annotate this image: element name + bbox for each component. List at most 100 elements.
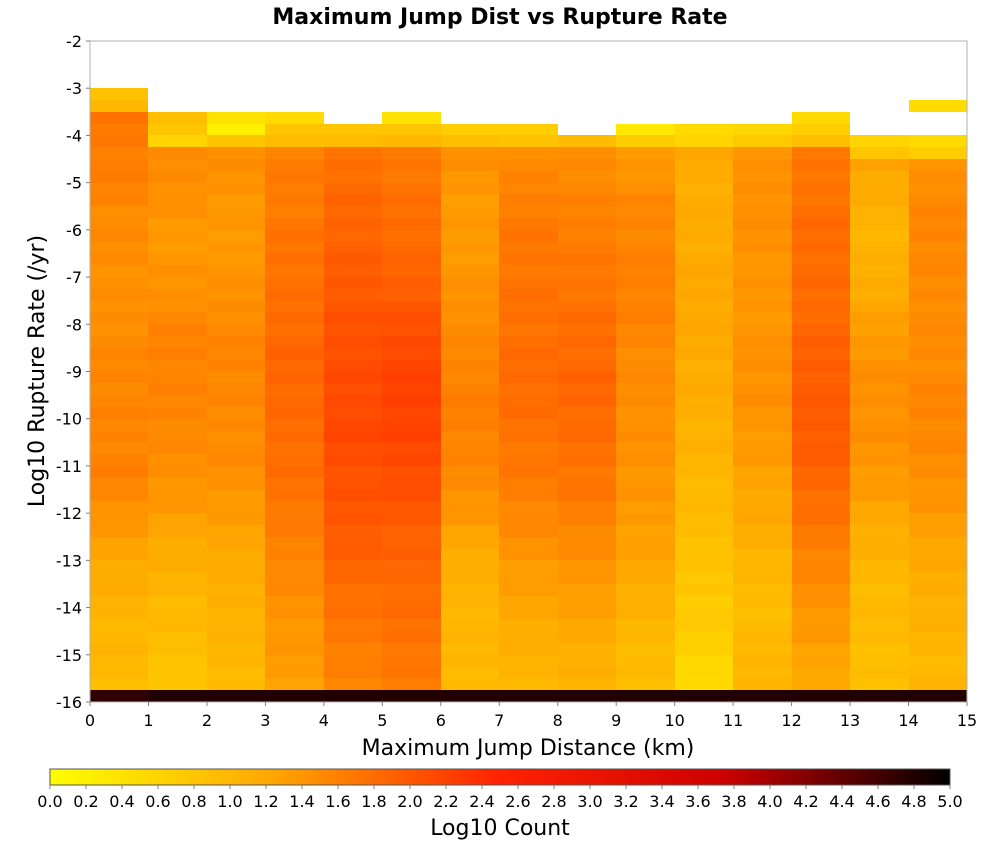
heatmap-cell bbox=[90, 643, 148, 655]
heatmap-cell bbox=[382, 360, 441, 372]
heatmap-cell bbox=[324, 525, 382, 537]
heatmap-cell bbox=[441, 631, 499, 643]
heatmap-cell bbox=[850, 277, 909, 289]
heatmap-cell bbox=[382, 230, 441, 242]
heatmap-cell bbox=[792, 183, 850, 194]
heatmap-cell bbox=[675, 454, 733, 466]
heatmap-cell bbox=[148, 466, 207, 478]
heatmap-cell bbox=[382, 112, 441, 124]
heatmap-cell bbox=[382, 690, 441, 702]
heatmap-cell bbox=[909, 549, 967, 560]
heatmap-cell bbox=[792, 242, 850, 253]
heatmap-cell bbox=[792, 584, 850, 596]
x-tick-label: 11 bbox=[723, 711, 743, 730]
heatmap-cell bbox=[558, 631, 616, 643]
heatmap-cell bbox=[675, 560, 733, 572]
heatmap-cell bbox=[441, 194, 499, 206]
heatmap-cell bbox=[324, 549, 382, 560]
heatmap-cell bbox=[207, 159, 265, 171]
colorbar-tick-label: 1.6 bbox=[325, 792, 350, 811]
heatmap-cell bbox=[148, 513, 207, 525]
heatmap-cell bbox=[792, 395, 850, 407]
heatmap-cell bbox=[733, 584, 792, 596]
heatmap-cell bbox=[90, 478, 148, 490]
heatmap-cell bbox=[499, 490, 558, 501]
heatmap-cell bbox=[90, 88, 148, 100]
heatmap-cell bbox=[207, 383, 265, 395]
heatmap-cell bbox=[324, 667, 382, 678]
heatmap-cell bbox=[148, 324, 207, 336]
heatmap-cell bbox=[499, 383, 558, 395]
heatmap-cell bbox=[909, 584, 967, 596]
heatmap-cell bbox=[499, 619, 558, 631]
heatmap-cell bbox=[733, 466, 792, 478]
heatmap-cell bbox=[909, 230, 967, 242]
heatmap-cell bbox=[324, 218, 382, 230]
heatmap-cell bbox=[207, 537, 265, 549]
colorbar-tick-label: 2.8 bbox=[541, 792, 566, 811]
heatmap-cell bbox=[499, 549, 558, 560]
heatmap-cell bbox=[441, 383, 499, 395]
heatmap-cell bbox=[675, 265, 733, 277]
heatmap-cell bbox=[850, 265, 909, 277]
heatmap-cell bbox=[382, 525, 441, 537]
heatmap-cell bbox=[499, 301, 558, 312]
heatmap-cell bbox=[850, 135, 909, 147]
heatmap-cell bbox=[265, 667, 324, 678]
heatmap-cell bbox=[382, 431, 441, 442]
heatmap-cell bbox=[792, 678, 850, 690]
heatmap-cell bbox=[382, 466, 441, 478]
heatmap-cell bbox=[441, 218, 499, 230]
heatmap-cell bbox=[148, 230, 207, 242]
y-tick-label: -2 bbox=[66, 32, 82, 51]
heatmap-cell bbox=[558, 360, 616, 372]
heatmap-cell bbox=[850, 655, 909, 667]
heatmap-cell bbox=[90, 537, 148, 549]
heatmap-cell bbox=[850, 560, 909, 572]
heatmap-cell bbox=[382, 501, 441, 513]
colorbar-tick-label: 3.8 bbox=[721, 792, 746, 811]
heatmap-cell bbox=[265, 619, 324, 631]
heatmap-cell bbox=[616, 206, 675, 218]
heatmap-cell bbox=[265, 360, 324, 372]
heatmap-cell bbox=[207, 135, 265, 147]
heatmap-cell bbox=[792, 218, 850, 230]
heatmap-cell bbox=[792, 631, 850, 643]
heatmap-cell bbox=[850, 442, 909, 454]
heatmap-cell bbox=[207, 230, 265, 242]
heatmap-cell bbox=[733, 478, 792, 490]
heatmap-cell bbox=[733, 407, 792, 419]
heatmap-cell bbox=[90, 206, 148, 218]
heatmap-cell bbox=[909, 513, 967, 525]
heatmap-cell bbox=[909, 560, 967, 572]
heatmap-cell bbox=[441, 478, 499, 490]
y-tick-label: -15 bbox=[56, 646, 82, 665]
y-tick-label: -8 bbox=[66, 315, 82, 334]
heatmap-cell bbox=[675, 667, 733, 678]
heatmap-cell bbox=[382, 596, 441, 608]
heatmap-cell bbox=[675, 230, 733, 242]
heatmap-cell bbox=[207, 336, 265, 348]
x-axis-ticks: 0 1 2 3 4 5 6 7 8 9 10 11 12 13 14 15 bbox=[85, 702, 977, 730]
heatmap-cell bbox=[148, 549, 207, 560]
heatmap-cell bbox=[675, 442, 733, 454]
heatmap-cell bbox=[90, 289, 148, 301]
heatmap-cell bbox=[382, 478, 441, 490]
heatmap-cell bbox=[792, 667, 850, 678]
heatmap-cell bbox=[909, 206, 967, 218]
heatmap-cell bbox=[499, 560, 558, 572]
heatmap-cell bbox=[441, 560, 499, 572]
heatmap-cell bbox=[441, 230, 499, 242]
heatmap-cell bbox=[733, 608, 792, 619]
heatmap-cell bbox=[558, 242, 616, 253]
heatmap-cell bbox=[441, 584, 499, 596]
heatmap-cell bbox=[441, 667, 499, 678]
heatmap-cell bbox=[850, 537, 909, 549]
y-tick-label: -13 bbox=[56, 551, 82, 570]
x-tick-label: 10 bbox=[664, 711, 684, 730]
heatmap-cell bbox=[148, 596, 207, 608]
heatmap-cell bbox=[265, 183, 324, 194]
heatmap-cell bbox=[792, 336, 850, 348]
heatmap-cell bbox=[207, 513, 265, 525]
heatmap-cell bbox=[909, 372, 967, 383]
